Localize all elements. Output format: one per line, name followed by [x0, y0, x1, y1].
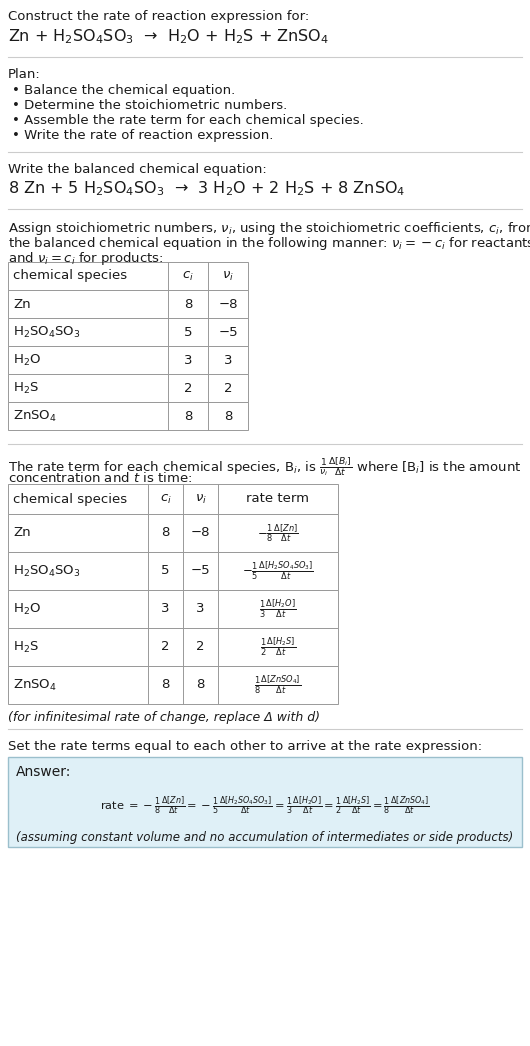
Bar — [8, 318, 248, 346]
Bar — [8, 484, 338, 514]
Text: • Balance the chemical equation.: • Balance the chemical equation. — [12, 84, 235, 97]
Text: Zn: Zn — [13, 526, 31, 540]
Text: 3: 3 — [196, 602, 205, 615]
Text: Construct the rate of reaction expression for:: Construct the rate of reaction expressio… — [8, 10, 309, 23]
Text: 2: 2 — [224, 382, 232, 394]
Text: Zn: Zn — [13, 297, 31, 311]
Text: 3: 3 — [161, 602, 170, 615]
Text: H$_2$SO$_4$SO$_3$: H$_2$SO$_4$SO$_3$ — [13, 324, 81, 340]
Text: 8: 8 — [184, 297, 192, 311]
Text: (assuming constant volume and no accumulation of intermediates or side products): (assuming constant volume and no accumul… — [16, 831, 514, 843]
Text: 8: 8 — [196, 679, 205, 691]
Bar — [8, 666, 338, 704]
Text: 8: 8 — [161, 679, 170, 691]
Text: Plan:: Plan: — [8, 68, 41, 81]
Text: 5: 5 — [161, 565, 170, 577]
Text: 8: 8 — [161, 526, 170, 540]
Text: 2: 2 — [184, 382, 192, 394]
Text: the balanced chemical equation in the following manner: $\nu_i = -c_i$ for react: the balanced chemical equation in the fo… — [8, 235, 530, 252]
Text: chemical species: chemical species — [13, 493, 127, 505]
Text: $-\frac{1}{5}\frac{\Delta[H_2SO_4SO_3]}{\Delta t}$: $-\frac{1}{5}\frac{\Delta[H_2SO_4SO_3]}{… — [242, 560, 314, 583]
Text: rate term: rate term — [246, 493, 310, 505]
Text: $\nu_i$: $\nu_i$ — [222, 270, 234, 282]
Text: Assign stoichiometric numbers, $\nu_i$, using the stoichiometric coefficients, $: Assign stoichiometric numbers, $\nu_i$, … — [8, 220, 530, 237]
Text: concentration and $t$ is time:: concentration and $t$ is time: — [8, 471, 192, 485]
Text: −8: −8 — [191, 526, 210, 540]
Bar — [8, 552, 338, 590]
Bar — [8, 402, 248, 430]
Bar — [8, 346, 248, 374]
Text: H$_2$S: H$_2$S — [13, 381, 39, 395]
Text: 3: 3 — [224, 354, 232, 366]
Text: 5: 5 — [184, 325, 192, 339]
Bar — [8, 514, 338, 552]
Text: The rate term for each chemical species, B$_i$, is $\frac{1}{\nu_i}\frac{\Delta[: The rate term for each chemical species,… — [8, 455, 522, 478]
Text: 2: 2 — [196, 640, 205, 654]
Text: $c_i$: $c_i$ — [160, 493, 171, 505]
Text: −5: −5 — [218, 325, 238, 339]
Text: ZnSO$_4$: ZnSO$_4$ — [13, 678, 57, 692]
Text: and $\nu_i = c_i$ for products:: and $\nu_i = c_i$ for products: — [8, 250, 164, 267]
Text: $c_i$: $c_i$ — [182, 270, 194, 282]
Text: H$_2$O: H$_2$O — [13, 353, 41, 367]
Bar — [8, 757, 522, 847]
Text: 8: 8 — [184, 409, 192, 423]
Text: Write the balanced chemical equation:: Write the balanced chemical equation: — [8, 163, 267, 176]
Text: 3: 3 — [184, 354, 192, 366]
Bar — [8, 590, 338, 628]
Text: −5: −5 — [191, 565, 210, 577]
Text: H$_2$O: H$_2$O — [13, 601, 41, 616]
Text: 8: 8 — [224, 409, 232, 423]
Text: chemical species: chemical species — [13, 270, 127, 282]
Bar — [8, 290, 248, 318]
Bar — [8, 628, 338, 666]
Text: $\frac{1}{8}\frac{\Delta[ZnSO_4]}{\Delta t}$: $\frac{1}{8}\frac{\Delta[ZnSO_4]}{\Delta… — [254, 674, 302, 697]
Text: ZnSO$_4$: ZnSO$_4$ — [13, 408, 57, 424]
Text: 2: 2 — [161, 640, 170, 654]
Text: • Write the rate of reaction expression.: • Write the rate of reaction expression. — [12, 129, 273, 142]
Text: $-\frac{1}{8}\frac{\Delta[Zn]}{\Delta t}$: $-\frac{1}{8}\frac{\Delta[Zn]}{\Delta t}… — [257, 522, 299, 544]
Bar — [8, 262, 248, 290]
Bar — [8, 374, 248, 402]
Text: Zn + H$_2$SO$_4$SO$_3$  →  H$_2$O + H$_2$S + ZnSO$_4$: Zn + H$_2$SO$_4$SO$_3$ → H$_2$O + H$_2$S… — [8, 27, 329, 46]
Text: • Assemble the rate term for each chemical species.: • Assemble the rate term for each chemic… — [12, 114, 364, 127]
Text: H$_2$SO$_4$SO$_3$: H$_2$SO$_4$SO$_3$ — [13, 564, 81, 578]
Text: $\frac{1}{2}\frac{\Delta[H_2S]}{\Delta t}$: $\frac{1}{2}\frac{\Delta[H_2S]}{\Delta t… — [260, 636, 296, 658]
Text: Answer:: Answer: — [16, 765, 72, 779]
Text: H$_2$S: H$_2$S — [13, 639, 39, 655]
Text: rate $= -\frac{1}{8}\frac{\Delta[Zn]}{\Delta t} = -\frac{1}{5}\frac{\Delta[H_2SO: rate $= -\frac{1}{8}\frac{\Delta[Zn]}{\D… — [100, 795, 430, 818]
Text: • Determine the stoichiometric numbers.: • Determine the stoichiometric numbers. — [12, 99, 287, 112]
Text: $\nu_i$: $\nu_i$ — [195, 493, 207, 505]
Text: (for infinitesimal rate of change, replace Δ with d): (for infinitesimal rate of change, repla… — [8, 711, 320, 724]
Text: 8 Zn + 5 H$_2$SO$_4$SO$_3$  →  3 H$_2$O + 2 H$_2$S + 8 ZnSO$_4$: 8 Zn + 5 H$_2$SO$_4$SO$_3$ → 3 H$_2$O + … — [8, 179, 405, 198]
Text: $\frac{1}{3}\frac{\Delta[H_2O]}{\Delta t}$: $\frac{1}{3}\frac{\Delta[H_2O]}{\Delta t… — [259, 597, 297, 620]
Text: Set the rate terms equal to each other to arrive at the rate expression:: Set the rate terms equal to each other t… — [8, 740, 482, 753]
Text: −8: −8 — [218, 297, 238, 311]
